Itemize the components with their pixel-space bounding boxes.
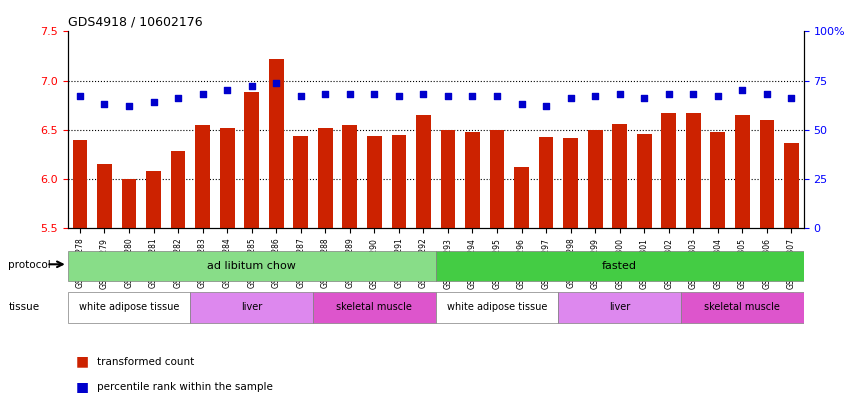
Bar (392, 134, 406, 228)
Bar (294, 136, 308, 228)
Text: liver: liver (241, 302, 262, 312)
Point (171, 95, 184, 101)
Bar (367, 136, 382, 228)
Point (392, 93, 405, 99)
Bar (244, 92, 259, 228)
Bar (416, 115, 431, 228)
Text: white adipose tissue: white adipose tissue (447, 302, 547, 312)
Bar (171, 151, 185, 228)
Bar (146, 171, 161, 228)
Bar (681, 292, 804, 323)
Text: protocol: protocol (8, 260, 52, 270)
Bar (343, 125, 357, 228)
Point (269, 79, 283, 86)
Point (294, 93, 307, 99)
Point (146, 99, 160, 105)
Point (343, 91, 356, 97)
Point (465, 93, 479, 99)
Text: ■: ■ (76, 354, 90, 369)
Bar (613, 124, 627, 228)
Text: fasted: fasted (602, 261, 637, 271)
Text: percentile rank within the sample: percentile rank within the sample (97, 382, 273, 392)
Bar (441, 130, 455, 228)
Point (563, 95, 577, 101)
Bar (465, 132, 480, 228)
Point (613, 91, 626, 97)
Point (122, 103, 135, 109)
Bar (68, 292, 190, 323)
Text: skeletal muscle: skeletal muscle (705, 302, 780, 312)
Bar (735, 115, 750, 228)
Bar (97, 164, 112, 228)
Point (97, 101, 111, 107)
Bar (588, 130, 602, 228)
Text: tissue: tissue (8, 301, 40, 312)
Text: ■: ■ (76, 380, 90, 393)
Point (195, 91, 209, 97)
Bar (490, 130, 504, 228)
Bar (269, 59, 283, 228)
Bar (220, 128, 234, 228)
Bar (539, 137, 553, 228)
Text: skeletal muscle: skeletal muscle (337, 302, 412, 312)
Point (514, 101, 528, 107)
Bar (195, 125, 210, 228)
Point (220, 87, 233, 94)
Text: GDS4918 / 10602176: GDS4918 / 10602176 (68, 16, 202, 29)
Point (637, 95, 651, 101)
Text: transformed count: transformed count (97, 356, 195, 367)
Point (244, 83, 258, 90)
Bar (784, 143, 799, 228)
Point (662, 91, 675, 97)
Text: white adipose tissue: white adipose tissue (79, 302, 179, 312)
Point (760, 91, 773, 97)
Point (588, 93, 602, 99)
Bar (563, 138, 578, 228)
Point (73, 93, 86, 99)
Point (490, 93, 503, 99)
Point (441, 93, 454, 99)
Bar (558, 292, 681, 323)
Text: liver: liver (609, 302, 630, 312)
Point (784, 95, 798, 101)
Bar (686, 113, 700, 228)
Bar (760, 120, 774, 228)
Bar (514, 167, 529, 228)
Point (318, 91, 332, 97)
Text: ad libitum chow: ad libitum chow (207, 261, 296, 271)
Bar (637, 134, 651, 228)
Point (711, 93, 724, 99)
Bar (190, 292, 313, 323)
Point (686, 91, 700, 97)
Point (367, 91, 381, 97)
Bar (711, 132, 725, 228)
Bar (68, 251, 436, 281)
Bar (436, 251, 804, 281)
Bar (436, 292, 558, 323)
Point (735, 87, 749, 94)
Bar (662, 113, 676, 228)
Point (416, 91, 430, 97)
Bar (73, 140, 87, 228)
Bar (313, 292, 436, 323)
Bar (318, 128, 332, 228)
Point (539, 103, 552, 109)
Bar (122, 179, 136, 228)
